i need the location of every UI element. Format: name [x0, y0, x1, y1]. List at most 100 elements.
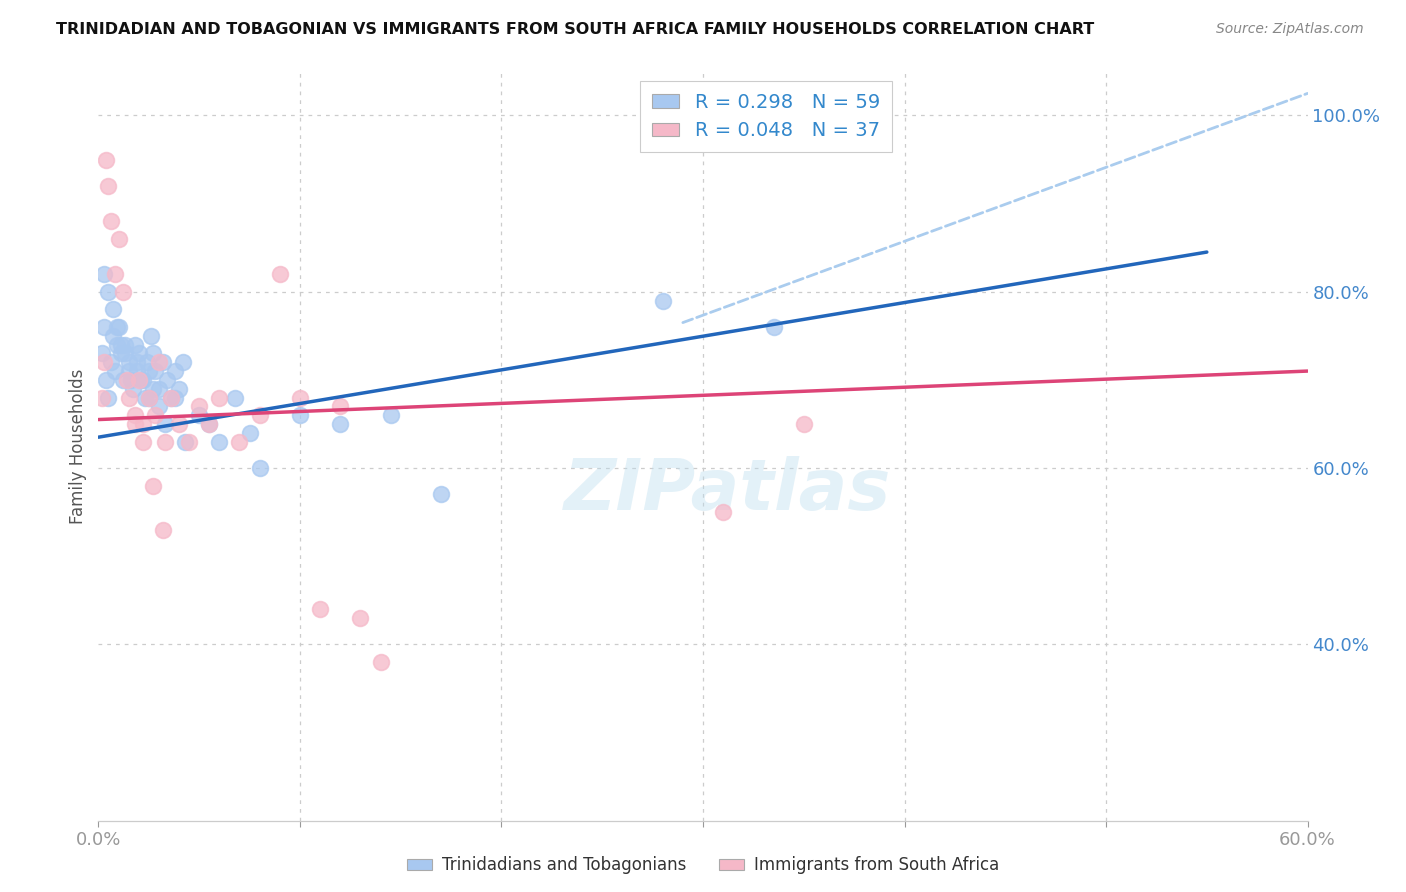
- Y-axis label: Family Households: Family Households: [69, 368, 87, 524]
- Point: [128, 346, 150, 360]
- Point: [430, 487, 453, 501]
- Point: [129, 373, 152, 387]
- Point: [167, 417, 190, 431]
- Point: [651, 293, 673, 308]
- Point: [118, 355, 141, 369]
- Point: [239, 425, 262, 440]
- Point: [121, 382, 143, 396]
- Point: [101, 328, 124, 343]
- Point: [179, 434, 201, 449]
- Legend: R = 0.298   N = 59, R = 0.048   N = 37: R = 0.298 N = 59, R = 0.048 N = 37: [640, 81, 891, 153]
- Point: [115, 373, 138, 387]
- Point: [93, 267, 115, 281]
- Point: [160, 391, 183, 405]
- Point: [111, 373, 134, 387]
- Point: [142, 346, 165, 360]
- Point: [132, 434, 155, 449]
- Point: [249, 461, 271, 475]
- Point: [329, 417, 352, 431]
- Point: [152, 523, 174, 537]
- Point: [370, 655, 392, 669]
- Point: [103, 267, 125, 281]
- Point: [148, 382, 170, 396]
- Point: [153, 434, 176, 449]
- Point: [124, 337, 146, 351]
- Point: [198, 417, 221, 431]
- Point: [329, 400, 352, 414]
- Point: [143, 408, 166, 422]
- Point: [132, 373, 155, 387]
- Point: [125, 355, 148, 369]
- Point: [138, 391, 160, 405]
- Point: [138, 364, 160, 378]
- Point: [120, 373, 142, 387]
- Point: [91, 391, 114, 405]
- Point: [114, 337, 136, 351]
- Point: [188, 408, 211, 422]
- Point: [135, 355, 157, 369]
- Point: [125, 364, 148, 378]
- Point: [100, 355, 122, 369]
- Point: [138, 391, 160, 405]
- Point: [160, 391, 183, 405]
- Point: [91, 346, 114, 360]
- Legend: Trinidadians and Tobagonians, Immigrants from South Africa: Trinidadians and Tobagonians, Immigrants…: [399, 849, 1007, 881]
- Point: [132, 417, 155, 431]
- Point: [93, 320, 115, 334]
- Point: [114, 346, 136, 360]
- Point: [111, 285, 134, 299]
- Point: [711, 505, 734, 519]
- Point: [105, 320, 128, 334]
- Text: Source: ZipAtlas.com: Source: ZipAtlas.com: [1216, 22, 1364, 37]
- Point: [188, 400, 211, 414]
- Point: [208, 391, 231, 405]
- Point: [101, 302, 124, 317]
- Point: [288, 408, 311, 422]
- Point: [97, 178, 120, 193]
- Point: [156, 373, 179, 387]
- Point: [762, 320, 785, 334]
- Point: [97, 285, 120, 299]
- Point: [148, 355, 170, 369]
- Point: [96, 373, 118, 387]
- Point: [105, 337, 128, 351]
- Point: [134, 391, 156, 405]
- Point: [96, 153, 118, 167]
- Point: [172, 355, 194, 369]
- Point: [128, 373, 150, 387]
- Point: [148, 400, 170, 414]
- Point: [110, 346, 132, 360]
- Point: [143, 364, 166, 378]
- Point: [793, 417, 815, 431]
- Point: [103, 364, 125, 378]
- Point: [142, 382, 165, 396]
- Point: [269, 267, 291, 281]
- Point: [107, 320, 129, 334]
- Point: [167, 382, 190, 396]
- Point: [208, 434, 231, 449]
- Point: [139, 328, 162, 343]
- Point: [97, 391, 120, 405]
- Point: [110, 337, 132, 351]
- Point: [124, 417, 146, 431]
- Point: [174, 434, 197, 449]
- Point: [224, 391, 246, 405]
- Point: [107, 232, 129, 246]
- Point: [163, 364, 186, 378]
- Point: [288, 391, 311, 405]
- Point: [163, 391, 186, 405]
- Point: [100, 214, 122, 228]
- Point: [124, 408, 146, 422]
- Text: TRINIDADIAN AND TOBAGONIAN VS IMMIGRANTS FROM SOUTH AFRICA FAMILY HOUSEHOLDS COR: TRINIDADIAN AND TOBAGONIAN VS IMMIGRANTS…: [56, 22, 1094, 37]
- Point: [142, 478, 165, 492]
- Point: [198, 417, 221, 431]
- Point: [153, 417, 176, 431]
- Point: [118, 391, 141, 405]
- Point: [309, 602, 332, 616]
- Point: [249, 408, 271, 422]
- Point: [93, 355, 115, 369]
- Point: [380, 408, 402, 422]
- Point: [118, 364, 141, 378]
- Text: ZIPatlas: ZIPatlas: [564, 457, 891, 525]
- Point: [349, 611, 371, 625]
